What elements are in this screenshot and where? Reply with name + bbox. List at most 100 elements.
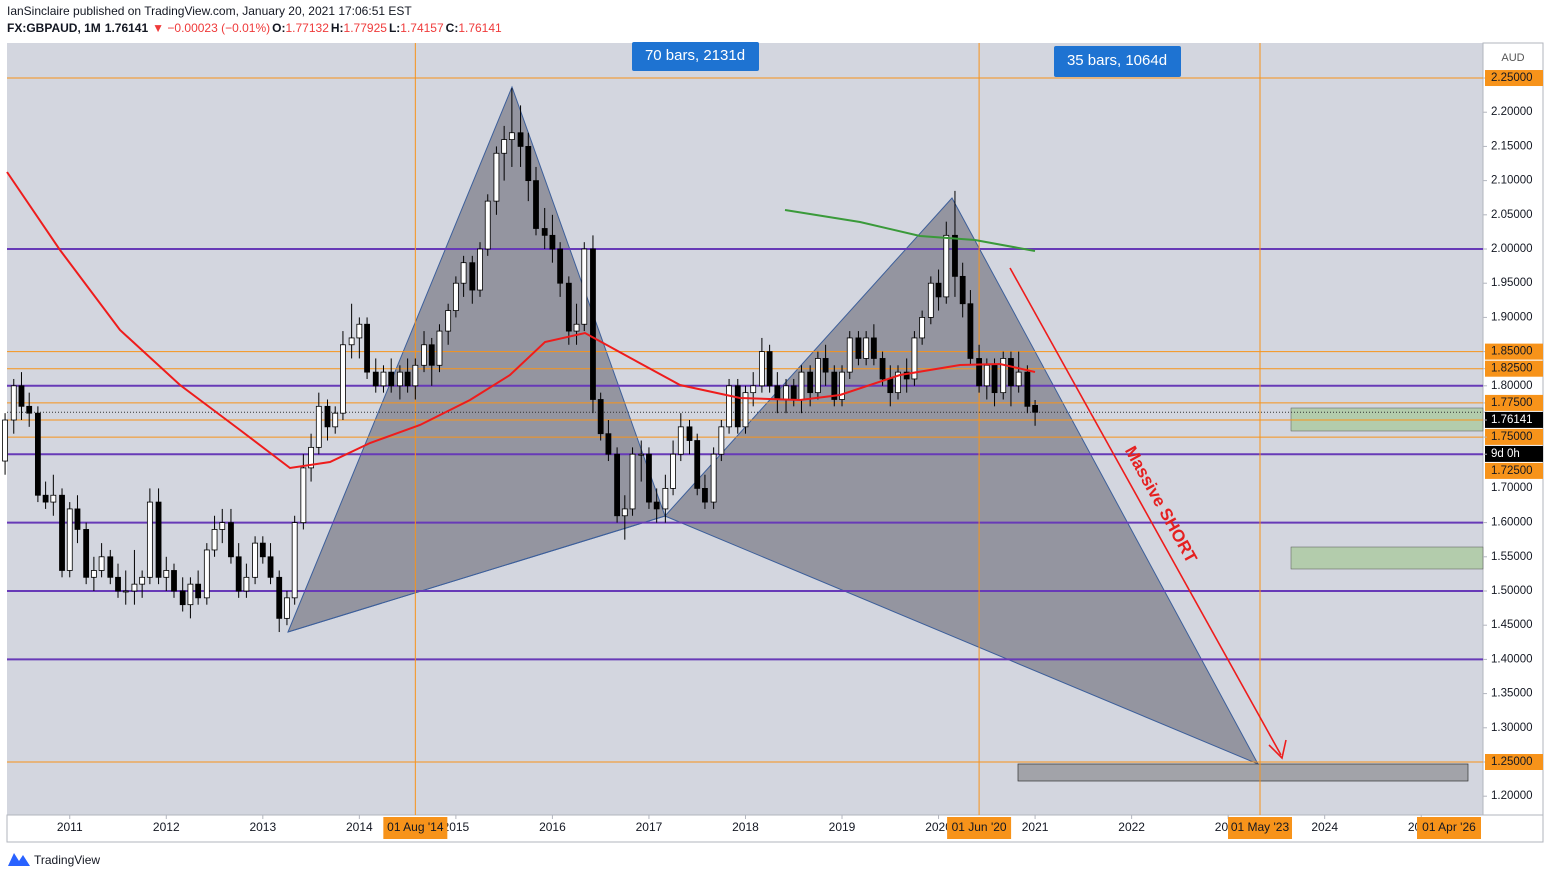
- candle-body: [421, 344, 427, 366]
- candle-body: [903, 371, 910, 380]
- candle-body: [605, 433, 612, 455]
- candle-body: [324, 405, 331, 428]
- candle-body: [276, 576, 283, 619]
- footer: TradingView: [8, 853, 100, 867]
- date-label: 01 Aug '14: [387, 820, 444, 834]
- candle-body: [565, 282, 572, 332]
- candle-body: [870, 337, 877, 359]
- x-tick-label: 2024: [1311, 820, 1338, 834]
- x-tick-label: 2022: [1118, 820, 1145, 834]
- candle-body: [203, 549, 210, 599]
- date-label-box: [1417, 817, 1481, 839]
- x-tick-label: 2012: [153, 820, 180, 834]
- y-tick-label: 1.70000: [1491, 482, 1533, 494]
- y-tick-label: 1.75000: [1491, 431, 1533, 443]
- y-tick-label: 1.20000: [1491, 790, 1533, 802]
- y-tick-label: 2.10000: [1491, 175, 1533, 187]
- candle-body: [90, 570, 97, 578]
- bars-label-box: [1054, 46, 1181, 77]
- quote-field: C:: [446, 21, 459, 35]
- candle-body: [2, 419, 8, 462]
- candle-body: [372, 371, 379, 387]
- candle-body: [790, 385, 797, 400]
- candle-body: [1000, 358, 1007, 394]
- candle-body: [798, 371, 805, 400]
- y-tick-label: 1.76141: [1491, 414, 1533, 426]
- bars-label: 70 bars, 2131d: [645, 47, 745, 64]
- y-tick-label: 2.25000: [1491, 72, 1533, 84]
- date-label: 01 Apr '26: [1422, 820, 1476, 834]
- levels: [7, 43, 1483, 815]
- candle-body: [621, 508, 628, 517]
- candle-body: [758, 351, 765, 387]
- bars-label: 35 bars, 1064d: [1067, 52, 1167, 69]
- y-label-box: [1485, 70, 1543, 87]
- candle-body: [10, 385, 17, 421]
- candle-body: [252, 542, 258, 578]
- candle-body: [597, 399, 604, 435]
- candle-body: [315, 405, 322, 448]
- x-tick-label: 2018: [732, 820, 759, 834]
- candle-body: [59, 494, 65, 571]
- candle-body: [935, 282, 942, 298]
- y-tick-label: 9d 0h: [1491, 448, 1520, 460]
- candle-body: [139, 576, 146, 585]
- candle-body: [807, 371, 814, 394]
- candle-body: [887, 378, 894, 394]
- quote-field: 1.76141: [458, 21, 502, 35]
- candle-body: [614, 453, 620, 517]
- candle-body: [508, 132, 515, 140]
- candle-body: [525, 146, 532, 182]
- candle-body: [573, 323, 580, 332]
- y-label-box: [1485, 445, 1543, 462]
- drawings: [287, 85, 1484, 782]
- candle-body: [404, 371, 411, 387]
- candle-body: [863, 337, 870, 359]
- moving-average: [6, 171, 1036, 470]
- footer-brand: TradingView: [34, 853, 100, 867]
- candle-body: [831, 371, 838, 400]
- x-tick-label: 2016: [539, 820, 566, 834]
- candle-body: [34, 412, 41, 496]
- candle-body: [952, 234, 958, 277]
- x-tick-label: 2017: [636, 820, 663, 834]
- candle-body: [855, 337, 862, 359]
- candle-body: [670, 453, 676, 489]
- y-tick-label: 1.95000: [1491, 277, 1533, 289]
- candle-body: [638, 453, 645, 456]
- y-label-box: [1485, 411, 1543, 428]
- candle-body: [742, 392, 749, 428]
- short-arrow: [1009, 267, 1282, 756]
- candle-body: [235, 556, 242, 592]
- y-tick-label: 1.60000: [1491, 517, 1533, 529]
- candle-body: [734, 385, 741, 428]
- candle-body: [445, 310, 452, 332]
- candle-body: [26, 405, 33, 414]
- candle-body: [243, 576, 250, 592]
- candle-body: [115, 576, 121, 592]
- quote-field: L:: [389, 21, 400, 35]
- quote-field: H:: [331, 21, 344, 35]
- y-tick-label: 1.77500: [1491, 397, 1533, 409]
- candle-body: [911, 337, 918, 380]
- y-tick-label: 1.72500: [1491, 465, 1533, 477]
- candle-body: [74, 508, 81, 530]
- candle-body: [653, 501, 660, 510]
- candle-body: [187, 583, 194, 606]
- candle-body: [356, 323, 363, 339]
- x-tick-label: 2019: [829, 820, 856, 834]
- candle-body: [677, 426, 684, 455]
- candle-body: [477, 248, 483, 291]
- candle-body: [846, 337, 853, 373]
- candle-body: [122, 590, 129, 593]
- pattern-triangle: [664, 197, 1260, 766]
- moving-average: [784, 209, 1036, 252]
- candle-body: [766, 351, 773, 387]
- candle-body: [822, 358, 829, 373]
- candle-body: [590, 248, 596, 400]
- y-tick-label: 1.30000: [1491, 722, 1533, 734]
- candle-body: [42, 494, 49, 503]
- quote-field: O:: [272, 21, 285, 35]
- candle-body: [98, 556, 105, 571]
- candle-body: [750, 385, 757, 394]
